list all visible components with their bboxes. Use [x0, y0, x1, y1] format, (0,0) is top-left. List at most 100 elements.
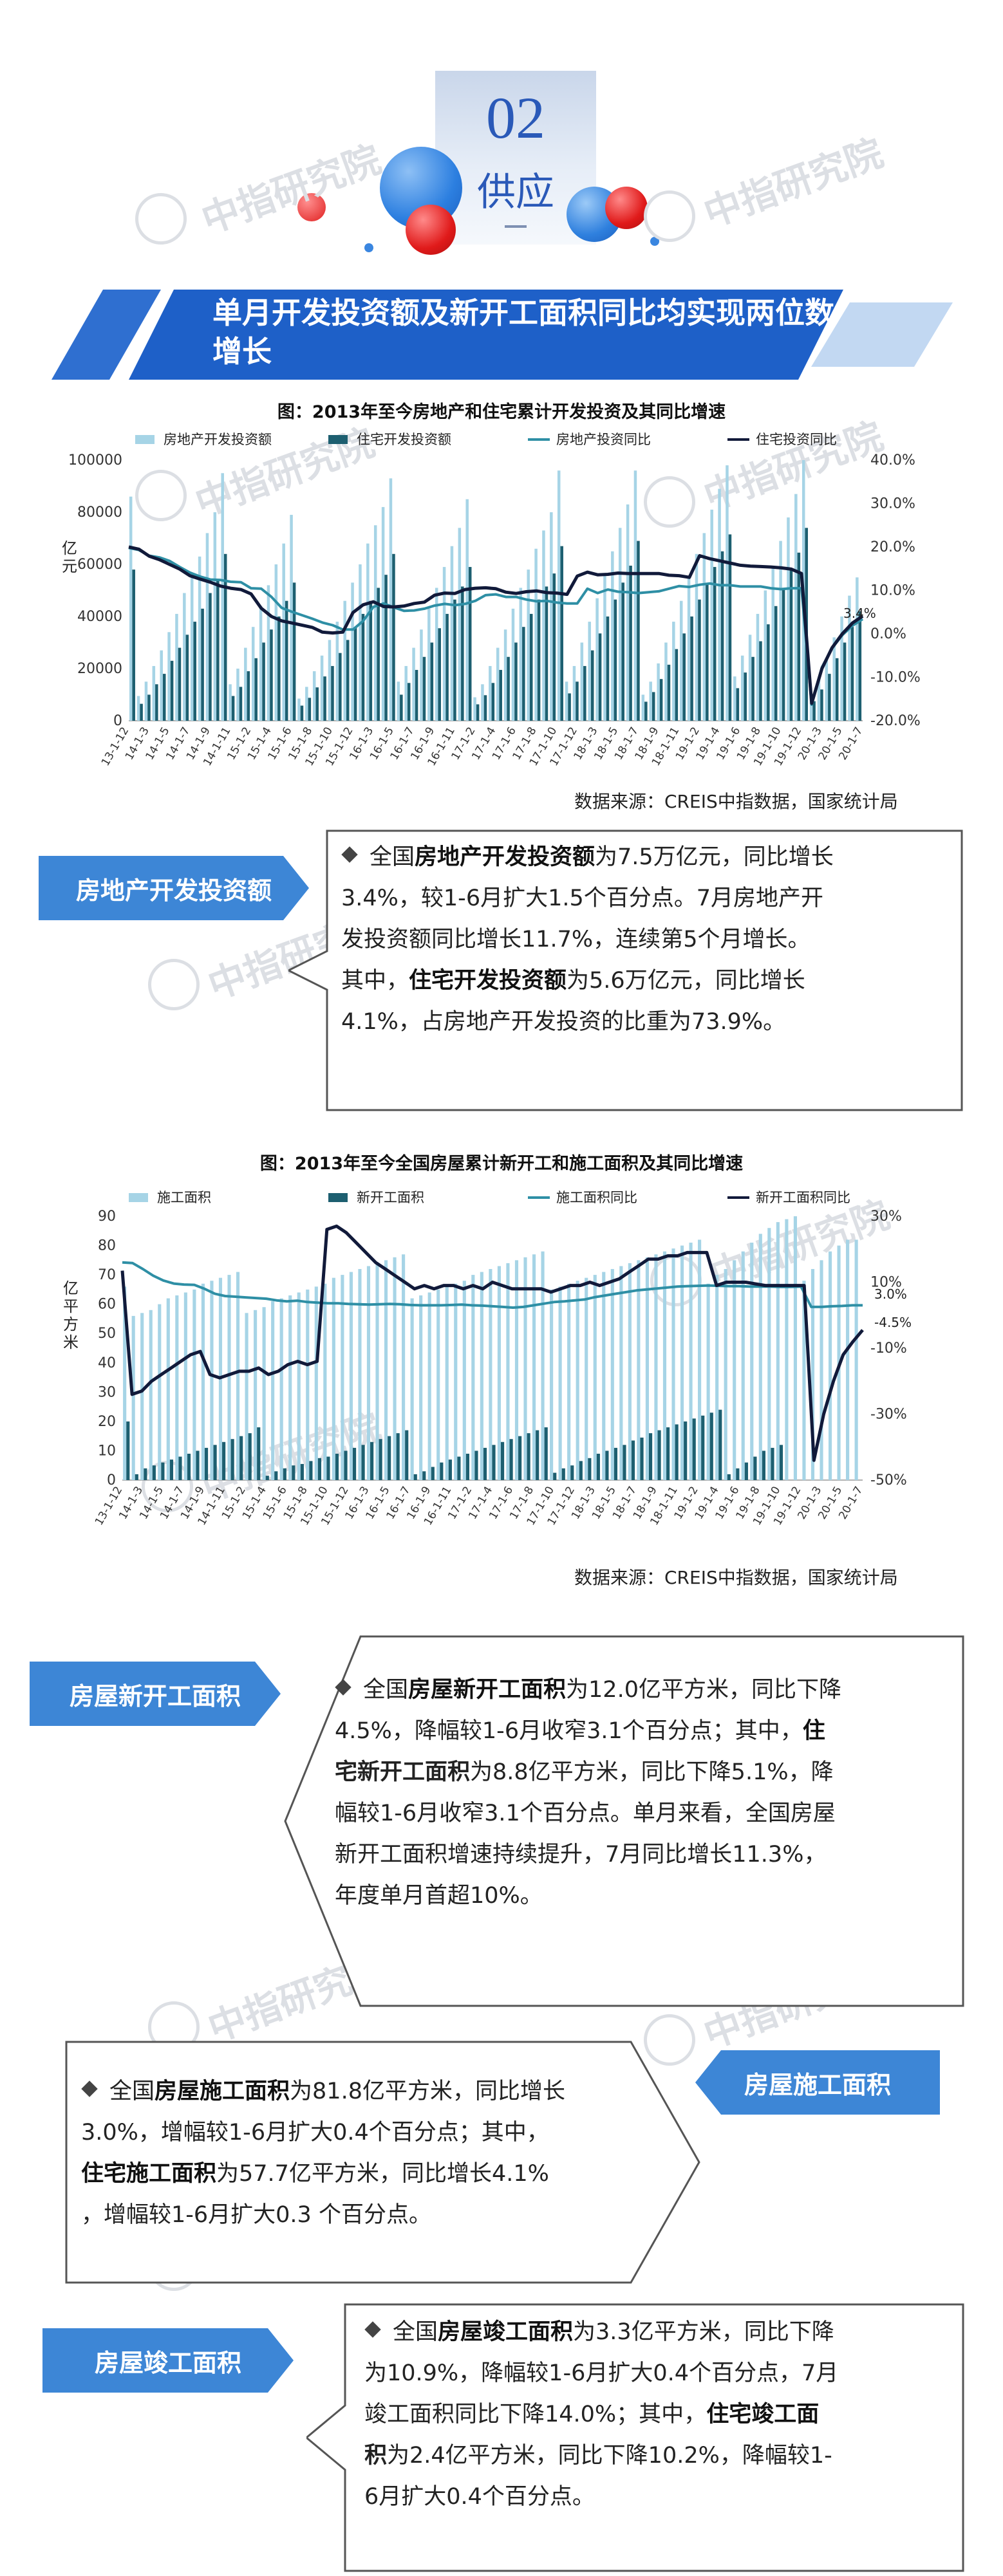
- bar-住宅开发投资额: [193, 622, 196, 721]
- bar-新开工面积: [483, 1447, 487, 1480]
- bar-新开工面积: [396, 1433, 400, 1480]
- paragraph-line: 全国房屋施工面积为81.8亿平方米，同比增长: [81, 2071, 661, 2112]
- y-tick-label: 90: [98, 1209, 116, 1225]
- bar-新开工面积: [536, 1430, 539, 1480]
- paragraph-line: 4.1%，占房地产开发投资的比重为73.9%。: [341, 1001, 959, 1042]
- new-start-paragraph: 全国房屋新开工面积为12.0亿平方米，同比下降 4.5%，降幅较1-6月收窄3.1…: [335, 1669, 953, 1916]
- bar-房地产开发投资额: [626, 504, 630, 721]
- bar-施工面积: [262, 1307, 266, 1480]
- bar-施工面积: [123, 1286, 127, 1480]
- investment-text-box: [288, 829, 963, 1111]
- bar-group: [123, 1216, 858, 1480]
- completion-paragraph: 全国房屋竣工面积为3.3亿平方米，同比下降 为10.9%，降幅较1-6月扩大0.4…: [364, 2312, 963, 2517]
- bar-住宅开发投资额: [270, 629, 273, 721]
- bar-住宅开发投资额: [858, 611, 862, 721]
- bar-住宅开发投资额: [323, 676, 326, 721]
- bar-房地产开发投资额: [679, 600, 683, 721]
- bar-住宅开发投资额: [353, 627, 357, 721]
- bar-新开工面积: [771, 1447, 774, 1480]
- bar-住宅开发投资额: [254, 658, 258, 721]
- bar-住宅开发投资额: [247, 671, 250, 721]
- bar-施工面积: [480, 1272, 483, 1480]
- paragraph-line: 新开工面积增速持续提升，7月同比增长11.3%，: [335, 1834, 953, 1875]
- bar-房地产开发投资额: [825, 658, 829, 721]
- tag-construction-label: 房屋施工面积: [744, 2070, 891, 2099]
- bar-新开工面积: [187, 1454, 191, 1480]
- bar-房地产开发投资额: [442, 567, 446, 721]
- bar-施工面积: [201, 1283, 205, 1480]
- bar-房地产开发投资额: [420, 629, 423, 721]
- bar-施工面积: [497, 1266, 501, 1480]
- chart1-source: 数据来源：CREIS中指数据，国家统计局: [574, 791, 898, 812]
- bar-房地产开发投资额: [205, 533, 209, 721]
- bar-住宅开发投资额: [162, 674, 166, 721]
- bar-住宅开发投资额: [850, 627, 854, 721]
- y2-tick-label: 40.0%: [870, 452, 915, 468]
- text-run: 全国: [363, 1677, 409, 1703]
- bar-住宅开发投资额: [682, 633, 686, 721]
- watermark-logo-icon: [135, 193, 187, 245]
- bar-住宅开发投资额: [789, 570, 793, 721]
- bar-住宅开发投资额: [422, 656, 426, 721]
- bar-住宅开发投资额: [453, 599, 456, 721]
- decor-ball-blue-small: [364, 243, 373, 252]
- bar-新开工面积: [222, 1441, 226, 1480]
- bar-新开工面积: [500, 1441, 505, 1480]
- y-tick-label: 50: [98, 1326, 116, 1342]
- bar-新开工面积: [544, 1427, 548, 1480]
- bar-房地产开发投资额: [817, 679, 821, 721]
- bar-住宅开发投资额: [377, 588, 380, 721]
- bar-住宅开发投资额: [552, 573, 556, 721]
- legend-label: 施工面积: [157, 1190, 211, 1205]
- bar-施工面积: [576, 1281, 579, 1480]
- y-tick-label: 0: [113, 713, 122, 729]
- bar-房地产开发投资额: [320, 655, 324, 721]
- y-tick-label: 10: [98, 1443, 116, 1459]
- y2-tick-label: 30.0%: [870, 496, 915, 512]
- bar-房地产开发投资额: [695, 553, 698, 721]
- bar-房地产开发投资额: [274, 564, 278, 721]
- y-tick-label: 60: [98, 1297, 116, 1313]
- bar-新开工面积: [509, 1439, 513, 1480]
- bar-住宅开发投资额: [346, 640, 350, 721]
- bar-新开工面积: [744, 1462, 748, 1480]
- paragraph-line: 全国房屋新开工面积为12.0亿平方米，同比下降: [335, 1669, 953, 1710]
- bar-施工面积: [393, 1257, 397, 1480]
- bar-施工面积: [724, 1269, 727, 1480]
- bar-施工面积: [619, 1266, 623, 1480]
- bar-施工面积: [454, 1283, 458, 1480]
- bold-term: 房屋新开工面积: [408, 1677, 567, 1703]
- paragraph-line: 住宅施工面积为57.7亿平方米，同比增长4.1%: [81, 2153, 661, 2194]
- bar-房地产开发投资额: [687, 577, 691, 721]
- tag-construction: 房屋施工面积: [695, 2050, 940, 2115]
- watermark-text: 中指研究院: [698, 131, 889, 236]
- bar-房地产开发投资额: [641, 694, 645, 721]
- bar-住宅开发投资额: [132, 570, 135, 721]
- legend-label: 新开工面积: [357, 1190, 424, 1205]
- bar-施工面积: [210, 1281, 214, 1480]
- bar-新开工面积: [178, 1456, 182, 1480]
- bold-term: 积: [364, 2443, 388, 2469]
- section-heading: 供应: [477, 170, 554, 215]
- bar-房地产开发投资额: [359, 564, 362, 721]
- bar-施工面积: [227, 1275, 231, 1480]
- bar-住宅开发投资额: [468, 567, 472, 721]
- bar-施工面积: [314, 1286, 318, 1480]
- bar-房地产开发投资额: [580, 642, 584, 721]
- bar-施工面积: [358, 1269, 362, 1480]
- paragraph-line: 6月扩大0.4个百分点。: [364, 2476, 963, 2517]
- y-axis-label-char: 元: [62, 557, 77, 575]
- bar-房地产开发投资额: [251, 627, 255, 721]
- bar-房地产开发投资额: [198, 556, 202, 721]
- bar-住宅开发投资额: [529, 613, 533, 721]
- diamond-bullet-icon: [81, 2080, 98, 2097]
- bar-住宅开发投资额: [545, 586, 548, 721]
- diamond-bullet-icon: [341, 846, 358, 863]
- legend-label: 房地产开发投资额: [164, 432, 272, 447]
- bar-房地产开发投资额: [229, 684, 232, 721]
- text-run: 全国: [370, 844, 415, 870]
- y2-tick-label: 10.0%: [870, 583, 915, 599]
- bar-住宅开发投资额: [369, 600, 373, 721]
- bar-住宅开发投资额: [170, 660, 174, 721]
- completion-text-box: [306, 2303, 964, 2572]
